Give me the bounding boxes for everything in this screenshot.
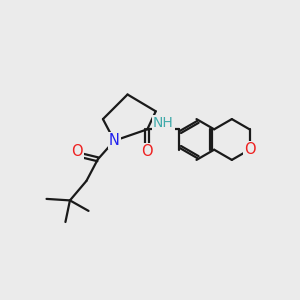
Text: O: O	[142, 144, 153, 159]
Text: N: N	[109, 133, 120, 148]
Text: O: O	[244, 142, 255, 157]
Text: NH: NH	[153, 116, 173, 130]
Text: O: O	[71, 144, 82, 159]
